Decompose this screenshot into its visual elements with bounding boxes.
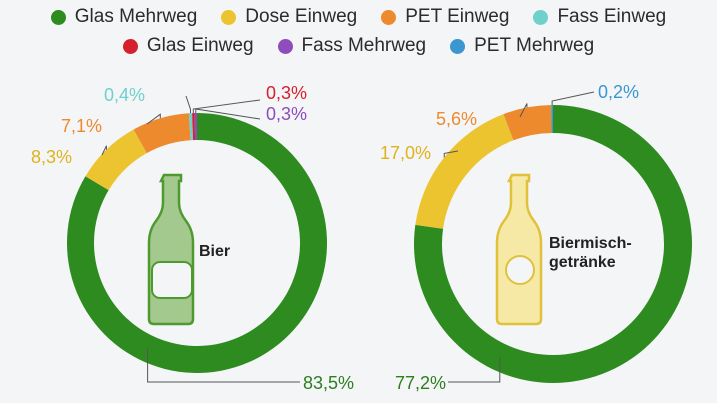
slice-label-glas-mehrweg: 83,5%: [303, 373, 354, 393]
legend-item: Dose Einweg: [221, 6, 357, 28]
slice-label-fass-mehrweg: 0,3%: [266, 104, 307, 124]
leader-line: [146, 113, 161, 125]
leader-line: [551, 91, 595, 106]
slice-label-pet-einweg: 7,1%: [61, 116, 102, 136]
chart-title-biermisch-line1: Biermisch-: [549, 235, 632, 252]
slice-label-glas-mehrweg: 77,2%: [395, 373, 446, 393]
leader-line: [443, 150, 459, 158]
legend-label: PET Einweg: [405, 6, 510, 27]
legend-item: Glas Mehrweg: [50, 6, 198, 28]
legend-row-1: Glas Mehrweg Dose Einweg PET Einweg Fass…: [0, 6, 717, 28]
leader-line: [192, 99, 261, 114]
slice-label-glas-einweg: 0,3%: [266, 83, 307, 103]
legend-item: Fass Einweg: [533, 6, 666, 28]
slice-label-pet-einweg: 5,6%: [436, 109, 477, 129]
legend-label: PET Mehrweg: [474, 35, 595, 56]
slice-dose-einweg: [415, 114, 514, 229]
leader-line: [185, 95, 191, 114]
legend-label: Dose Einweg: [245, 6, 358, 27]
chart-title-biermisch-line2: getränke: [549, 254, 616, 271]
legend-marker-fass-einweg: [533, 9, 549, 25]
donut-biermisch-getr-nke: [414, 105, 692, 383]
legend-label: Fass Einweg: [557, 6, 667, 27]
leader-line: [101, 145, 107, 156]
legend-marker-glas-einweg: [122, 38, 138, 54]
leader-line: [448, 357, 501, 383]
slice-label-pet-mehrweg: 0,2%: [598, 82, 639, 102]
slice-pet-mehrweg: [551, 105, 553, 134]
slice-glas-einweg: [192, 113, 196, 141]
legend-marker-pet-mehrweg: [450, 38, 466, 54]
leader-line: [195, 108, 261, 120]
legend-item: PET Mehrweg: [450, 35, 594, 57]
legend-marker-pet-einweg: [381, 9, 397, 25]
beer-bottle-icon: [147, 173, 195, 326]
mixed-drink-bottle-icon: [495, 173, 543, 326]
legend-label: Glas Mehrweg: [74, 6, 198, 27]
legend-marker-glas-mehrweg: [50, 9, 66, 25]
legend-label: Glas Einweg: [146, 35, 254, 56]
slice-fass-einweg: [188, 113, 194, 141]
legend-item: PET Einweg: [381, 6, 509, 28]
slice-dose-einweg: [85, 129, 147, 191]
legend-label: Fass Mehrweg: [301, 35, 427, 56]
chart-title-bier: Bier: [199, 243, 230, 260]
legend-row-2: Glas Einweg Fass Mehrweg PET Mehrweg: [0, 35, 717, 57]
leader-line: [519, 103, 528, 118]
slice-label-dose-einweg: 8,3%: [31, 147, 72, 167]
slice-fass-mehrweg: [194, 113, 197, 141]
legend-marker-fass-mehrweg: [277, 38, 293, 54]
slice-label-fass-einweg: 0,4%: [104, 85, 145, 105]
donut-bier: [66, 113, 328, 373]
legend-marker-dose-einweg: [221, 9, 237, 25]
legend-item: Glas Einweg: [122, 35, 254, 57]
slice-pet-einweg: [503, 105, 552, 141]
leader-line: [147, 347, 300, 383]
legend-item: Fass Mehrweg: [277, 35, 427, 57]
slice-label-dose-einweg: 17,0%: [380, 143, 431, 163]
